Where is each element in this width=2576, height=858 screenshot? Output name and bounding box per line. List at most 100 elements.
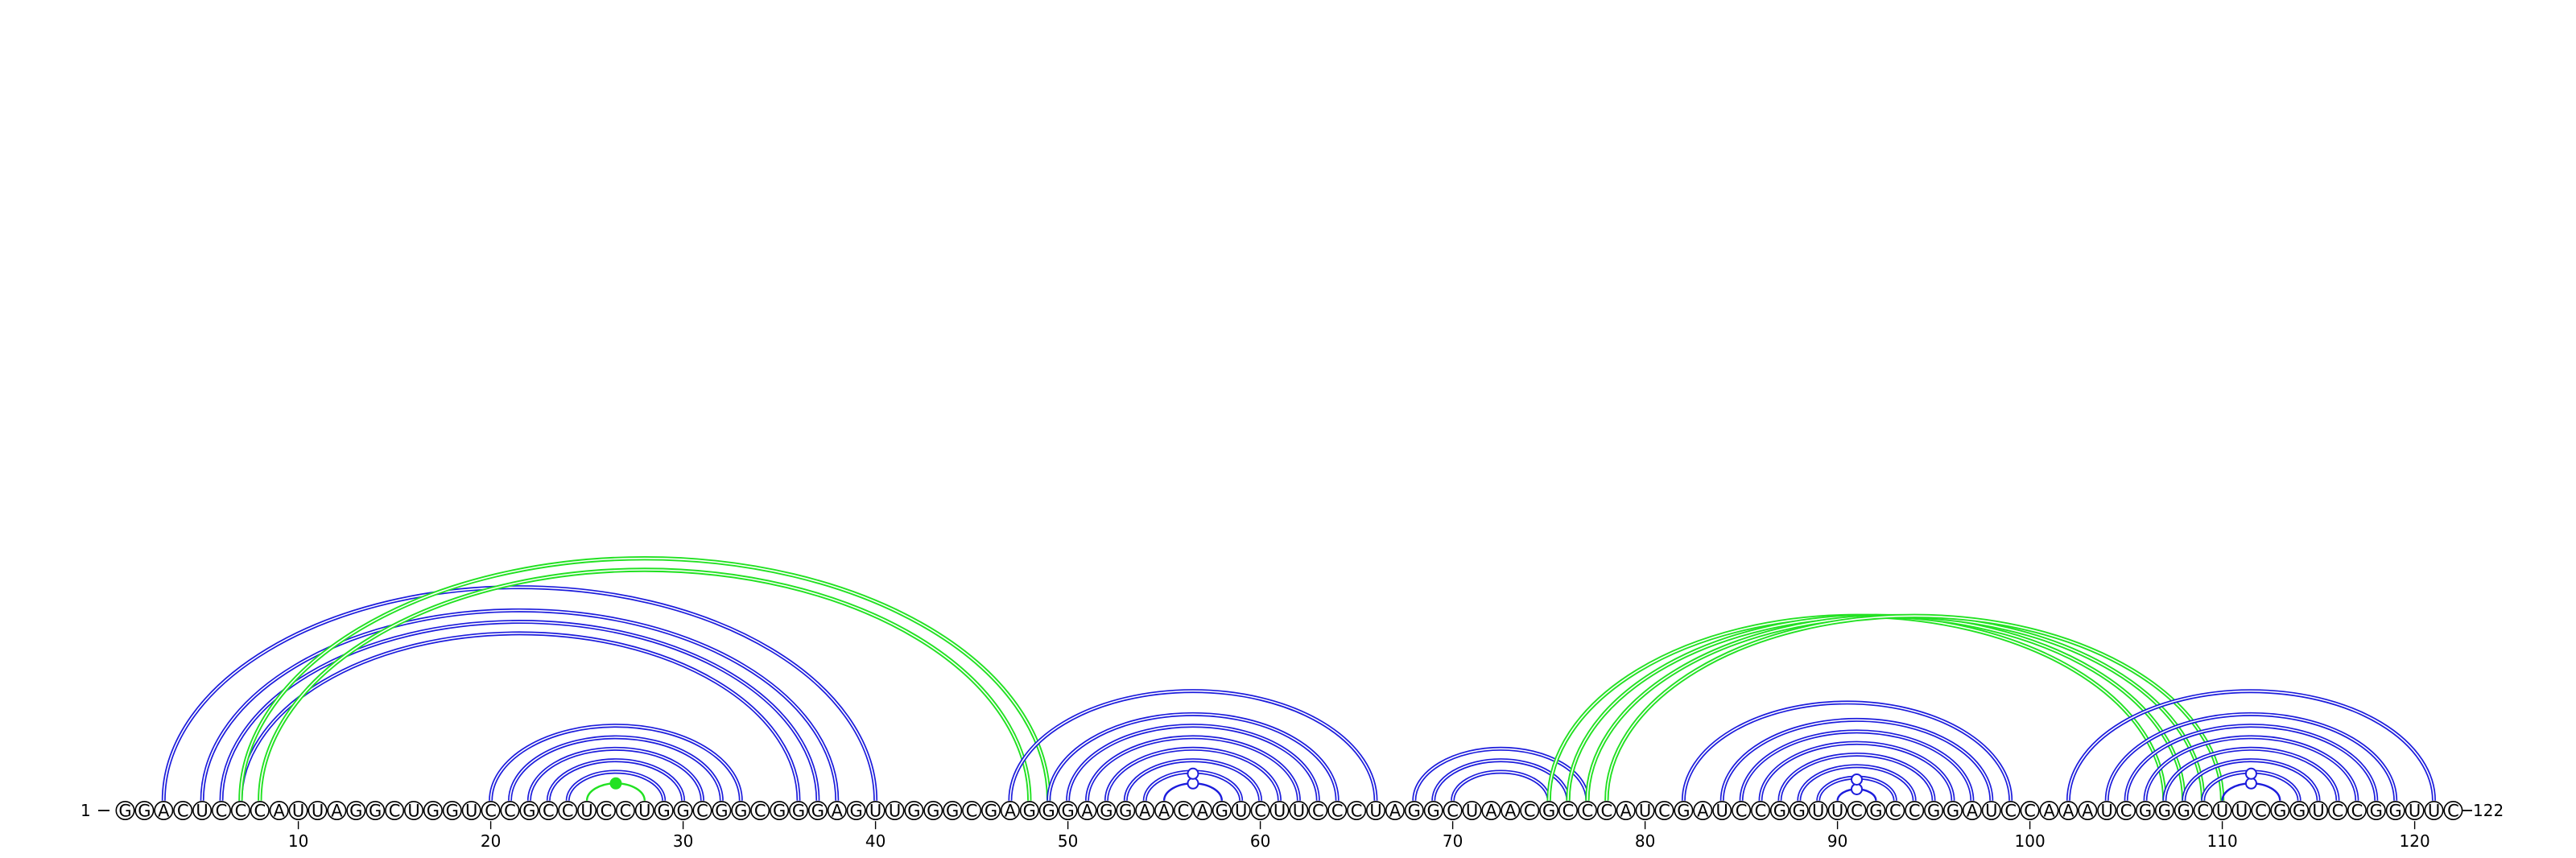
nucleotide-circle [558, 800, 578, 820]
base-pair-arc [508, 735, 724, 801]
nucleotide-circle [211, 800, 231, 820]
nucleotide-letter: C [1889, 802, 1901, 821]
nucleotide-letter: G [446, 802, 459, 821]
nucleotide-letter: G [1100, 802, 1113, 821]
nucleotide-circle [2058, 800, 2079, 820]
nucleotide-letter: A [1081, 802, 1093, 821]
nucleotide-circle [1096, 800, 1117, 820]
axis-tick-label: 90 [1827, 831, 1847, 851]
nucleotide-circle [2309, 800, 2329, 820]
axis-tick-label: 80 [1635, 831, 1655, 851]
axis-tick-label: 120 [2400, 831, 2430, 851]
nucleotide-circle [1404, 800, 1424, 820]
nucleotide-circle [1366, 800, 1386, 820]
nucleotide-letter: C [504, 802, 516, 821]
nucleotide-letter: G [927, 802, 939, 821]
nucleotide-letter: A [274, 802, 286, 821]
arc-core-line [1606, 615, 2223, 801]
nucleotide-letter: G [2389, 802, 2402, 821]
nucleotide-letter: U [465, 802, 477, 821]
nucleotide-circle [1732, 800, 1752, 820]
nucleotide-circle [1520, 800, 1540, 820]
nucleotide-circle [1616, 800, 1636, 820]
loop-marker [1851, 773, 1863, 786]
nucleotide-letter: A [1967, 802, 1979, 821]
nucleotide-circle [1462, 800, 1482, 820]
nucleotide-circle [1539, 800, 1559, 820]
nucleotide-circle [1712, 800, 1732, 820]
nucleotide-letter: C [754, 802, 766, 821]
nucleotide-letter: A [2043, 802, 2055, 821]
nucleotide-circle [2000, 800, 2021, 820]
arc-core-line [1682, 702, 2012, 801]
nucleotide-letter: C [177, 802, 189, 821]
nucleotide-circle [1654, 800, 1674, 820]
nucleotide-letter: C [389, 802, 401, 821]
nucleotide-circle [442, 800, 462, 820]
arc-core-line [1009, 690, 1377, 801]
nucleotide-letter: U [869, 802, 881, 821]
nucleotide-letter: C [543, 802, 555, 821]
nucleotide-letter: C [1736, 802, 1748, 821]
nucleotide-letter: G [2293, 802, 2306, 821]
nucleotide-circle [1981, 800, 2001, 820]
nucleotide-letter: C [966, 802, 978, 821]
nucleotide-letter: C [1312, 802, 1324, 821]
axis-tick-label: 50 [1058, 831, 1078, 851]
arc-core-line [1740, 730, 1973, 801]
loop-marker [609, 777, 622, 790]
nucleotide-letter: G [1677, 802, 1690, 821]
axis-tick-label: 70 [1443, 831, 1463, 851]
arc-core-line [259, 569, 1030, 801]
nucleotide-letter: A [1485, 802, 1497, 821]
nucleotide-letter: C [2120, 802, 2132, 821]
axis-tick-label: 110 [2207, 831, 2238, 851]
nucleotide-letter: G [138, 802, 151, 821]
nucleotide-letter: C [2197, 802, 2209, 821]
nucleotide-circle [1827, 800, 1847, 820]
nucleotide-circle [962, 800, 982, 820]
arc-core-line [240, 557, 1050, 801]
nucleotide-letter: G [1869, 802, 1882, 821]
nucleotide-circle [692, 800, 712, 820]
arc-core-line [567, 771, 665, 801]
loop-marker [2244, 767, 2257, 780]
nucleotide-circle [904, 800, 924, 820]
nucleotide-circle [192, 800, 213, 820]
nucleotide-circle [770, 800, 790, 820]
arc-core-line [2183, 759, 2319, 801]
nucleotide-letter: A [1197, 802, 1209, 821]
arc-core-line [221, 621, 819, 801]
nucleotide-letter: C [1563, 802, 1575, 821]
nucleotide-letter: G [1119, 802, 1132, 821]
nucleotide-circle [365, 800, 386, 820]
nucleotide-circle [346, 800, 366, 820]
nucleotide-letter: G [349, 802, 362, 821]
arc-core-line [1125, 759, 1261, 801]
nucleotide-circle [1635, 800, 1655, 820]
nucleotide-circle [1423, 800, 1443, 820]
nucleotide-circle [1789, 800, 1809, 820]
arc-core-line [1086, 736, 1300, 801]
nucleotide-circle [1135, 800, 1155, 820]
nucleotide-letter: G [118, 802, 131, 821]
nucleotide-circle [2328, 800, 2348, 820]
nucleotide-letter: G [676, 802, 689, 821]
nucleotide-letter: A [832, 802, 844, 821]
nucleotide-circle [981, 800, 1001, 820]
nucleotide-circle [1289, 800, 1309, 820]
nucleotide-circle [2078, 800, 2098, 820]
nucleotide-circle [2270, 800, 2290, 820]
nucleotide-circle [1577, 800, 1597, 820]
nucleotide-circle [1077, 800, 1097, 820]
nucleotide-circle [115, 800, 135, 820]
nucleotide-circle [2251, 800, 2271, 820]
base-pair-arc [1451, 769, 1551, 801]
nucleotide-letter: G [1023, 802, 1036, 821]
nucleotide-letter: G [792, 802, 805, 821]
nucleotide-circle [1154, 800, 1174, 820]
nucleotide-circle [2385, 800, 2405, 820]
arc-core-line [1798, 765, 1915, 801]
nucleotide-letter: G [1427, 802, 1440, 821]
nucleotide-circle [1308, 800, 1328, 820]
